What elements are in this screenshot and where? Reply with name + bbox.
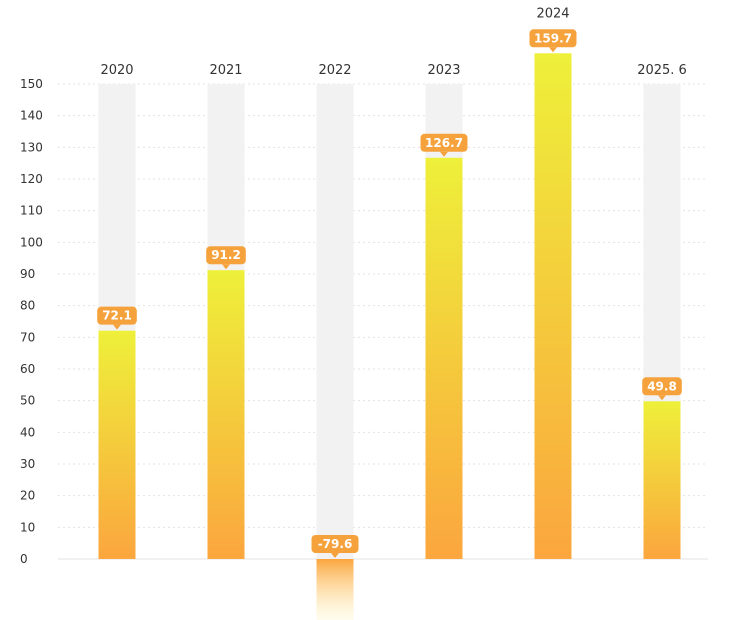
- category-label: 2025. 6: [637, 63, 687, 78]
- data-label-background: [529, 29, 577, 48]
- bar-background-2: [316, 84, 354, 559]
- y-tick-label: 100: [20, 235, 43, 249]
- data-label-badge: 72.1: [97, 306, 137, 330]
- bar-5: [643, 401, 681, 559]
- data-label: 126.7: [425, 136, 463, 150]
- data-label-background: [642, 377, 682, 396]
- data-label-background: [206, 246, 246, 265]
- y-tick-label: 50: [20, 394, 35, 408]
- bar-2: [316, 559, 354, 620]
- category-label: 2021: [209, 63, 242, 78]
- data-label-pointer: [222, 264, 230, 270]
- data-label-badge: 91.2: [206, 246, 246, 270]
- y-tick-label: 20: [20, 489, 35, 503]
- data-label-badge: 159.7: [529, 29, 577, 53]
- data-label-pointer: [658, 395, 666, 401]
- y-tick-label: 80: [20, 299, 35, 313]
- data-label-badge: -79.6: [311, 535, 359, 558]
- y-tick-label: 60: [20, 362, 35, 376]
- data-label-background: [97, 306, 137, 325]
- y-axis: 0 10 20 30 40 50 60 70 80 90 100 110 120 130 140 150: [20, 77, 43, 566]
- category-label: 2022: [318, 63, 351, 78]
- category-label: 2023: [427, 63, 460, 78]
- data-label-badge: 49.8: [642, 377, 682, 401]
- y-tick-label: 10: [20, 520, 35, 534]
- data-label-background: [311, 535, 359, 553]
- data-label-pointer: [440, 151, 448, 157]
- bars: [98, 53, 681, 620]
- y-tick-label: 110: [20, 204, 43, 218]
- data-label: 159.7: [534, 31, 572, 45]
- grid-lines: [58, 83, 708, 560]
- data-labels: 72.1 91.2 -79.6 126.7 159.7 49.8: [97, 29, 682, 558]
- data-label-pointer: [331, 553, 339, 558]
- data-label-pointer: [549, 47, 557, 53]
- category-label: 2020: [100, 63, 133, 78]
- y-tick-label: 120: [20, 172, 43, 186]
- y-tick-label: 70: [20, 330, 35, 344]
- bar-4: [534, 53, 572, 560]
- data-label: -79.6: [318, 537, 353, 551]
- data-label-badge: 126.7: [420, 133, 468, 157]
- y-tick-label: 130: [20, 140, 43, 154]
- y-tick-label: 40: [20, 425, 35, 439]
- bar-3: [425, 157, 463, 560]
- bar-0: [98, 330, 136, 559]
- y-tick-label: 30: [20, 457, 35, 471]
- category-backgrounds: [98, 84, 681, 559]
- category-label: 2024: [536, 6, 569, 21]
- bar-1: [207, 270, 245, 559]
- x-axis-categories: 2020 2021 2022 2023 2024 2025. 6: [100, 6, 686, 78]
- y-tick-label: 150: [20, 77, 43, 91]
- data-label-pointer: [113, 324, 121, 330]
- y-tick-label: 140: [20, 109, 43, 123]
- data-label-background: [420, 133, 468, 152]
- data-label: 72.1: [102, 309, 132, 323]
- y-tick-label: 90: [20, 267, 35, 281]
- y-tick-label: 0: [20, 552, 28, 566]
- data-label: 91.2: [211, 248, 241, 262]
- data-label: 49.8: [647, 379, 677, 393]
